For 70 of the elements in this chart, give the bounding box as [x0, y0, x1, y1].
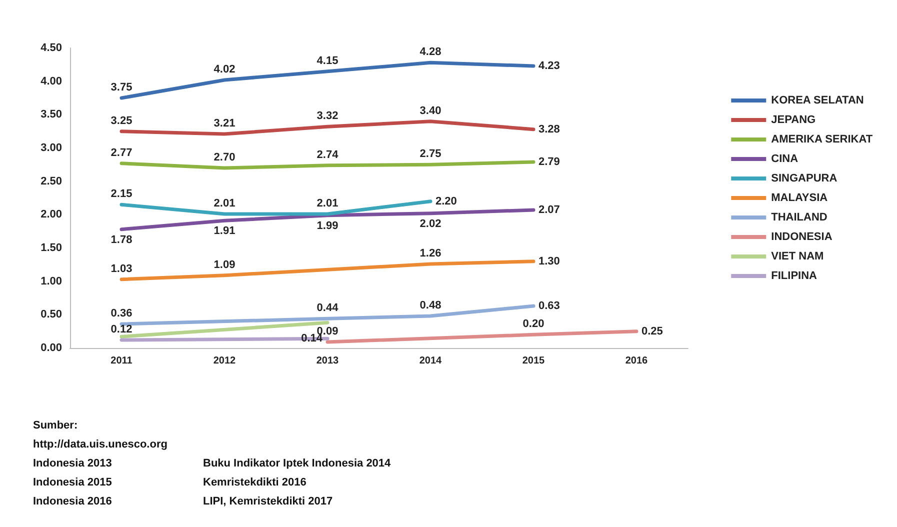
- y-tick-label: 2.00: [40, 208, 62, 221]
- data-label: 0.14: [301, 332, 324, 345]
- text: Indonesia 2015: [33, 476, 112, 488]
- x-tick-label: 2012: [213, 356, 236, 366]
- legend-label: CINA: [771, 153, 798, 165]
- legend-label: KOREA SELATAN: [771, 94, 864, 106]
- legend-label: THAILAND: [771, 212, 828, 224]
- data-label: 2.15: [110, 188, 132, 200]
- data-label: 2.79: [538, 156, 560, 168]
- text: LIPI, Kemristekdikti 2017: [203, 496, 333, 508]
- legend-label: INDONESIA: [771, 231, 832, 243]
- text: Indonesia 2016: [33, 496, 112, 508]
- data-label: 0.44: [316, 302, 340, 314]
- data-label: 2.75: [420, 148, 442, 160]
- legend-label: MALAYSIA: [771, 192, 828, 204]
- data-label: 4.23: [538, 60, 560, 72]
- x-tick-label: 2016: [625, 356, 648, 366]
- data-label: 2.07: [538, 204, 560, 216]
- data-label: 0.48: [420, 300, 442, 312]
- y-tick-label: 0.00: [40, 342, 62, 354]
- data-label: 1.03: [110, 262, 132, 275]
- y-tick-label: 4.50: [40, 42, 62, 54]
- data-label: 3.28: [538, 123, 560, 136]
- data-label: 1.91: [214, 225, 236, 238]
- data-label: 0.36: [110, 308, 132, 320]
- data-label: 0.12: [110, 324, 132, 336]
- data-label: 2.02: [420, 218, 442, 230]
- data-label: 2.01: [214, 198, 236, 210]
- text: Indonesia 2013: [33, 458, 112, 470]
- data-label: 4.28: [420, 46, 442, 58]
- data-label: 4.15: [316, 54, 338, 67]
- x-tick-label: 2015: [522, 356, 546, 366]
- text: Sumber:: [33, 420, 78, 432]
- y-tick-label: 3.00: [40, 142, 62, 154]
- data-label: 0.25: [642, 325, 663, 338]
- data-label: 2.20: [436, 195, 457, 208]
- data-label: 0.20: [522, 318, 544, 330]
- legend-label: VIET NAM: [771, 250, 824, 262]
- y-tick-label: 0.50: [40, 308, 62, 321]
- data-label: 3.32: [316, 110, 338, 122]
- data-label: 1.99: [316, 220, 338, 232]
- data-label: 3.40: [420, 104, 442, 117]
- data-label: 3.25: [110, 114, 132, 127]
- data-label: 1.09: [214, 258, 236, 271]
- legend-label: JEPANG: [771, 114, 816, 126]
- text: http://data.uis.unesco.org: [33, 438, 168, 450]
- data-label: 1.78: [110, 234, 132, 246]
- text: Kemristekdikti 2016: [203, 476, 306, 488]
- data-label: 1.30: [538, 255, 560, 268]
- y-tick-label: 3.50: [40, 108, 62, 121]
- data-label: 0.63: [538, 300, 560, 312]
- data-label: 3.75: [110, 82, 132, 94]
- data-label: 2.77: [110, 146, 132, 159]
- text: Buku Indikator Iptek Indonesia 2014: [203, 458, 392, 470]
- legend-label: SINGAPURA: [771, 172, 838, 184]
- data-label: 2.70: [214, 152, 236, 164]
- x-tick-label: 2014: [419, 356, 442, 366]
- y-tick-label: 4.00: [40, 75, 62, 88]
- legend-label: FILIPINA: [771, 270, 818, 282]
- data-label: 2.74: [316, 148, 340, 161]
- data-label: 2.01: [316, 198, 338, 210]
- x-tick-label: 2011: [110, 356, 133, 366]
- data-label: 1.26: [420, 248, 442, 260]
- data-label: 3.21: [214, 118, 236, 130]
- data-label: 4.02: [214, 64, 236, 76]
- x-tick-label: 2013: [316, 356, 340, 366]
- y-tick-label: 1.00: [40, 275, 62, 288]
- legend-label: AMERIKA SERIKAT: [771, 134, 873, 146]
- y-tick-label: 2.50: [40, 175, 62, 188]
- y-tick-label: 1.50: [40, 242, 62, 254]
